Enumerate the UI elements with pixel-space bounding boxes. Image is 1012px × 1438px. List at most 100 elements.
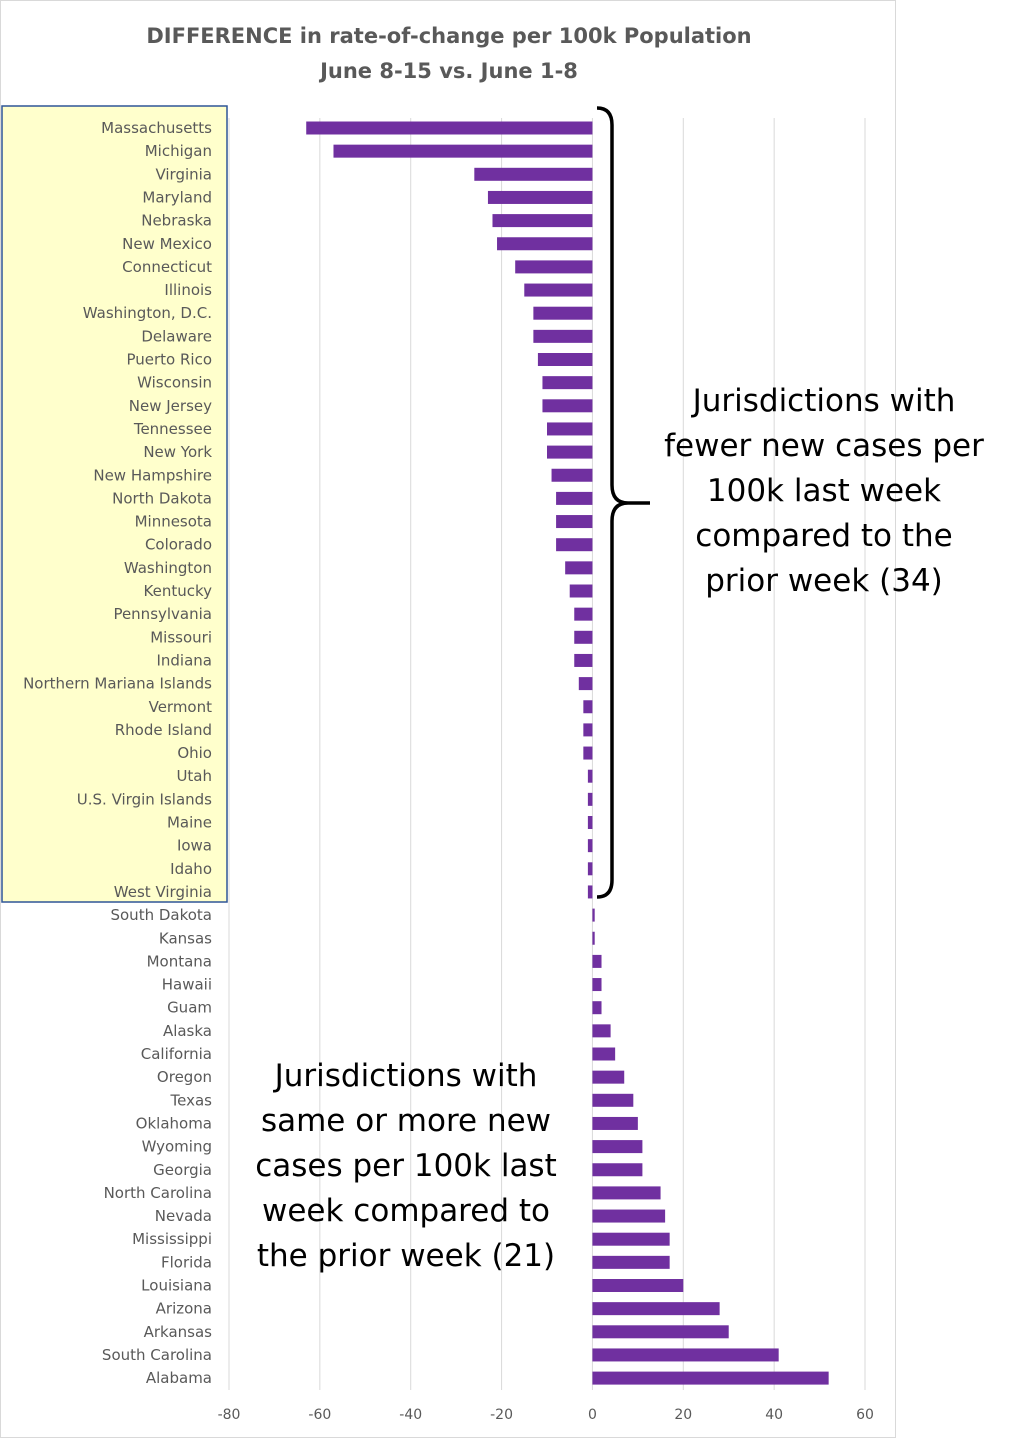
bar — [592, 1232, 670, 1246]
bar — [487, 190, 593, 204]
category-label: Nebraska — [141, 212, 212, 230]
bar — [556, 538, 593, 552]
bar — [592, 1047, 616, 1061]
category-label: Hawaii — [162, 976, 212, 994]
bar — [578, 677, 593, 691]
annotation-line: cases per 100k last — [255, 1148, 557, 1184]
category-label: Wyoming — [142, 1138, 212, 1156]
annotation-line: the prior week (21) — [257, 1238, 555, 1274]
category-label: Delaware — [141, 327, 212, 345]
annotation-line: Jurisdictions with — [691, 383, 956, 419]
bar — [556, 515, 593, 529]
bar — [524, 283, 593, 297]
annotation-line: 100k last week — [707, 473, 941, 509]
category-label: New Hampshire — [93, 466, 212, 484]
bar — [574, 607, 593, 621]
bar — [474, 167, 593, 181]
category-label: Northern Mariana Islands — [23, 675, 212, 693]
bar — [592, 931, 595, 945]
x-tick-label: 20 — [674, 1407, 692, 1423]
bar — [556, 491, 593, 505]
bar — [547, 422, 593, 436]
category-label: Nevada — [155, 1207, 212, 1225]
category-label: Maine — [167, 814, 212, 832]
top-curly-brace — [596, 106, 650, 899]
annotation-more-cases: Jurisdictions with same or more new cases … — [255, 1058, 557, 1274]
bar — [592, 978, 602, 992]
bar — [587, 862, 593, 876]
x-tick-label: 0 — [588, 1407, 597, 1423]
bar — [533, 306, 593, 320]
category-label: New Mexico — [122, 235, 212, 253]
category-label: West Virginia — [114, 883, 212, 901]
category-label: Mississippi — [132, 1230, 212, 1248]
x-tick-label: -80 — [218, 1407, 241, 1423]
annotation-line: week compared to — [262, 1193, 550, 1229]
category-label: South Dakota — [110, 906, 212, 924]
category-label: South Carolina — [102, 1346, 212, 1364]
category-label: Massachusetts — [101, 119, 212, 137]
category-label: Tennessee — [133, 420, 212, 438]
bar — [592, 954, 602, 968]
chart-subtitle: June 8-15 vs. June 1-8 — [318, 59, 578, 83]
category-label: Washington, D.C. — [83, 304, 212, 322]
category-label: New Jersey — [129, 397, 212, 415]
category-label: Arizona — [156, 1300, 212, 1318]
bar — [583, 723, 593, 737]
bar — [587, 816, 593, 829]
bar — [574, 630, 593, 644]
bar — [592, 1140, 643, 1154]
bar — [542, 376, 593, 390]
x-tick-label: 40 — [765, 1407, 783, 1423]
bar — [592, 1116, 638, 1130]
bar — [542, 399, 593, 413]
category-label: North Carolina — [104, 1184, 212, 1202]
category-label: North Dakota — [112, 489, 212, 507]
category-label: Ohio — [177, 744, 212, 762]
category-label: Oregon — [157, 1068, 212, 1086]
bar — [592, 1371, 829, 1385]
category-label: Illinois — [164, 281, 212, 299]
bar — [587, 885, 593, 899]
category-label: Minnesota — [135, 513, 212, 531]
bar — [306, 121, 593, 135]
bar — [533, 329, 593, 343]
chart-title: DIFFERENCE in rate-of-change per 100k Po… — [146, 24, 751, 48]
category-label: Louisiana — [141, 1277, 212, 1295]
category-label: Florida — [161, 1253, 212, 1271]
bar — [592, 1279, 684, 1292]
category-label: Alaska — [163, 1022, 212, 1040]
bar — [592, 1186, 661, 1200]
bar — [583, 746, 593, 760]
x-tick-label: -60 — [308, 1407, 331, 1423]
category-label: Virginia — [155, 165, 212, 183]
category-label: Wisconsin — [137, 374, 212, 392]
bar — [537, 353, 593, 366]
category-label: Puerto Rico — [126, 351, 212, 369]
bar — [592, 1302, 720, 1316]
category-label: Pennsylvania — [113, 605, 212, 623]
category-label: Idaho — [170, 860, 212, 878]
category-label: Kansas — [159, 929, 212, 947]
bar — [583, 700, 593, 714]
bar — [592, 1348, 779, 1362]
category-label: Connecticut — [122, 258, 212, 276]
bar — [592, 1163, 643, 1177]
category-label: Utah — [176, 767, 212, 785]
category-label: Vermont — [149, 698, 213, 716]
category-label: Maryland — [142, 188, 212, 206]
bar — [587, 792, 593, 806]
bar — [569, 584, 593, 598]
annotation-fewer-cases: Jurisdictions with fewer new cases per 100… — [664, 383, 984, 599]
category-label: Missouri — [150, 628, 212, 646]
category-label: Rhode Island — [115, 721, 212, 739]
category-label: Montana — [147, 952, 212, 970]
bar — [551, 468, 593, 482]
category-label: Colorado — [145, 536, 212, 554]
category-label: Alabama — [146, 1369, 212, 1387]
bar — [565, 561, 593, 575]
bar — [592, 1093, 634, 1107]
category-label: Michigan — [145, 142, 212, 160]
bar — [587, 839, 593, 853]
